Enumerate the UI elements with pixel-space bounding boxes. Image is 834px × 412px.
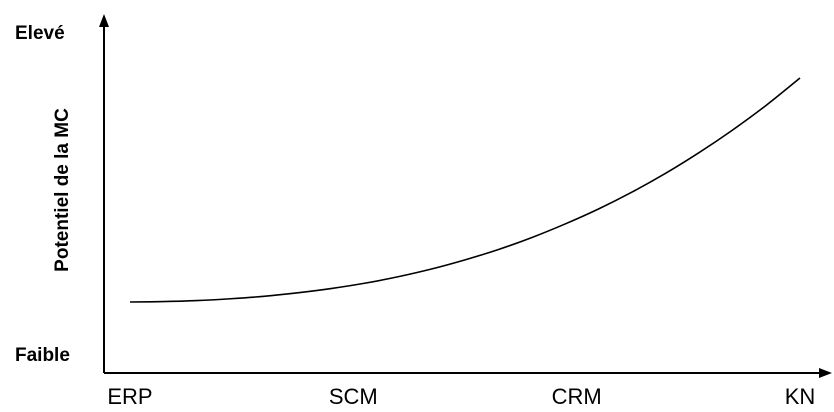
series-group xyxy=(129,77,801,303)
x-axis-arrowhead xyxy=(819,368,832,378)
category-label-erp: ERP xyxy=(107,384,152,409)
series-line-0 xyxy=(129,77,801,303)
labels-group: Elevé Faible Potentiel de la MC xyxy=(15,23,73,366)
category-label-crm: CRM xyxy=(552,384,602,409)
y-axis-title: Potentiel de la MC xyxy=(52,108,73,272)
y-axis-arrowhead xyxy=(99,14,109,27)
axes xyxy=(99,14,832,378)
y-axis-low-label: Faible xyxy=(15,345,70,366)
category-label-kn: KN xyxy=(785,384,816,409)
y-axis-high-label: Elevé xyxy=(15,23,65,44)
category-label-scm: SCM xyxy=(329,384,378,409)
category-labels: ERP SCM CRM KN xyxy=(107,384,815,409)
